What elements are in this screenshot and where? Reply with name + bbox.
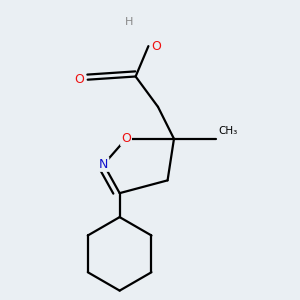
Text: O: O [121,132,131,145]
Text: CH₃: CH₃ [219,126,238,136]
Text: H: H [125,17,134,27]
Text: N: N [99,158,108,171]
Text: O: O [75,73,85,86]
Text: O: O [152,40,161,52]
